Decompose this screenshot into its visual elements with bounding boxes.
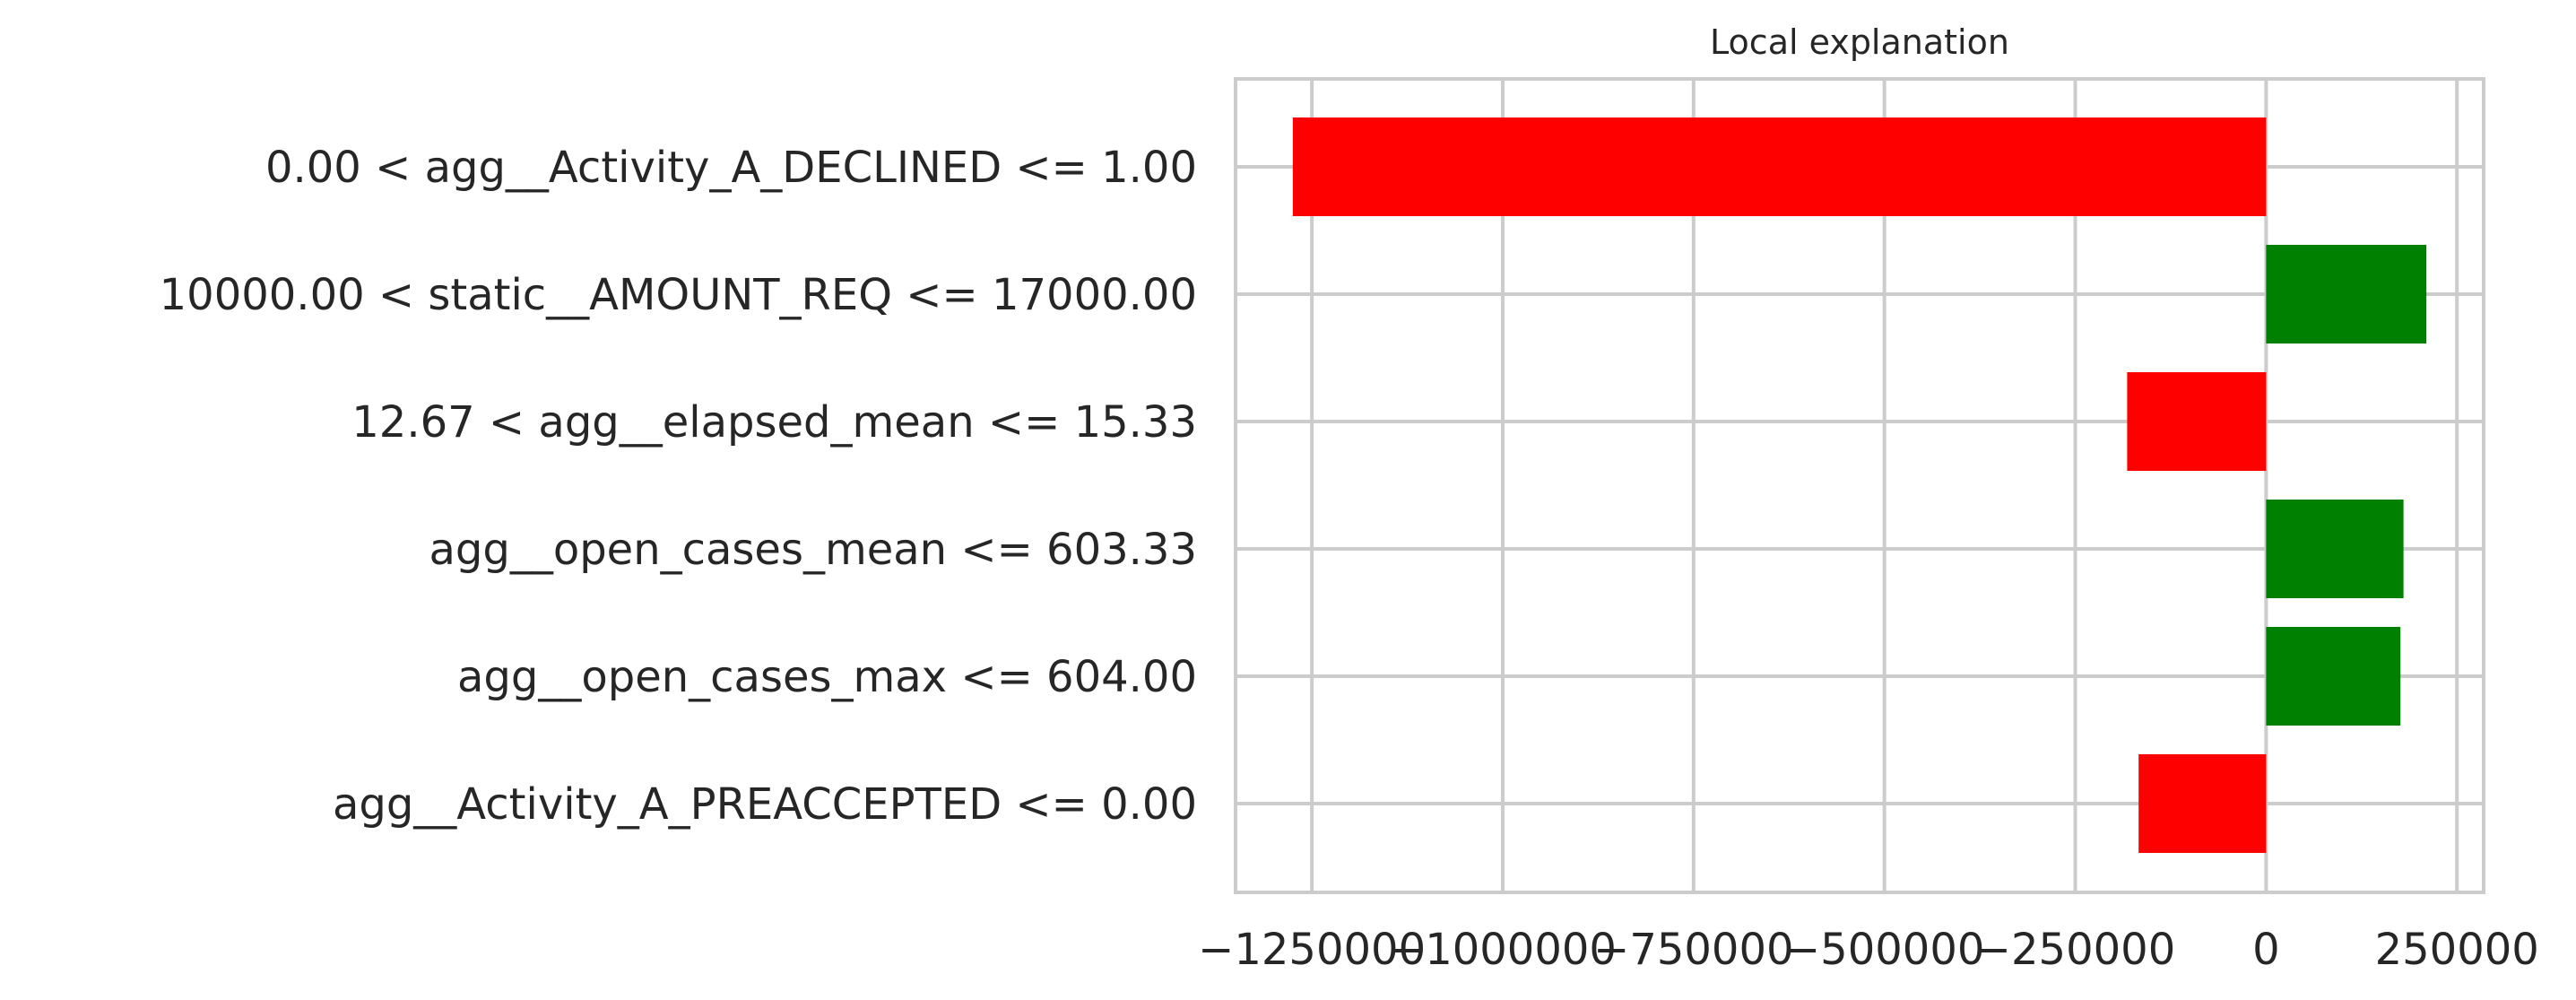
y-tick-labels: 0.00 < agg__Activity_A_DECLINED <= 1.00 1… — [160, 143, 1197, 830]
x-tick-label: −1250000 — [1198, 925, 1426, 975]
x-tick-label: 250000 — [2375, 925, 2539, 975]
x-tick-label: 0 — [2252, 925, 2280, 975]
y-tick-label: 0.00 < agg__Activity_A_DECLINED <= 1.00 — [265, 143, 1197, 193]
x-tick-labels: −1250000−1000000−750000−500000−250000 0 25… — [1198, 925, 2539, 975]
y-tick-label: agg__Activity_A_PREACCEPTED <= 0.00 — [333, 779, 1197, 830]
y-tick-label: 10000.00 < static__AMOUNT_REQ <= 17000.0… — [160, 270, 1197, 320]
x-tick-label: −1000000 — [1389, 925, 1617, 975]
bar — [1292, 117, 2267, 216]
y-tick-label: agg__open_cases_mean <= 603.33 — [429, 525, 1197, 575]
y-tick-label: 12.67 < agg__elapsed_mean <= 15.33 — [351, 397, 1197, 448]
x-tick-label: −750000 — [1593, 925, 1793, 975]
bar — [2266, 500, 2404, 598]
bar — [2127, 372, 2267, 471]
y-tick-label: agg__open_cases_max <= 604.00 — [457, 652, 1197, 702]
plot-frame — [1234, 77, 2485, 894]
x-tick-label: −500000 — [1784, 925, 1984, 975]
bar — [2266, 245, 2427, 343]
bar — [2138, 754, 2267, 853]
bar — [2266, 627, 2401, 726]
chart-title: Local explanation — [1710, 22, 2009, 62]
bars — [1292, 117, 2427, 853]
x-tick-label: −250000 — [1975, 925, 2175, 975]
